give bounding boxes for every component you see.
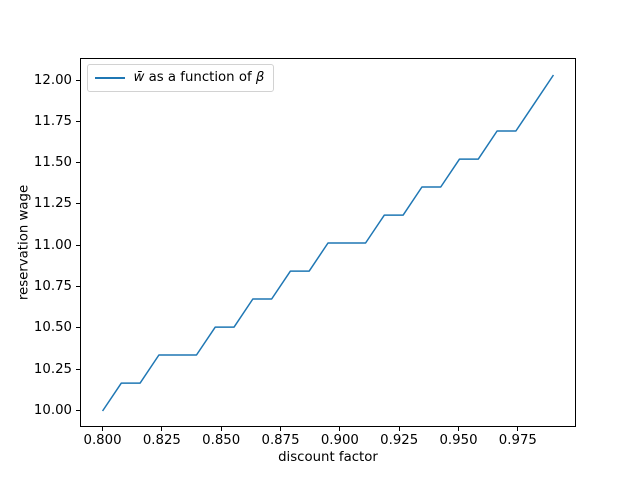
y-tick-mark [76, 203, 80, 205]
x-tick-label: 0.800 [83, 432, 122, 448]
x-tick-mark [458, 427, 460, 432]
x-tick-label: 0.975 [498, 432, 537, 448]
legend: w̄ as a function of β [86, 64, 275, 93]
y-tick-label: 11.25 [33, 196, 72, 212]
x-tick-mark [517, 427, 519, 432]
y-tick-label: 11.00 [33, 237, 72, 253]
y-tick-label: 10.50 [33, 320, 72, 336]
y-tick-mark [76, 79, 80, 81]
x-tick-label: 0.925 [380, 432, 419, 448]
y-tick-mark [76, 327, 80, 329]
x-tick-mark [280, 427, 282, 432]
plot-area: w̄ as a function of β [80, 57, 576, 428]
y-tick-label: 10.75 [33, 278, 72, 294]
x-tick-mark [161, 427, 163, 432]
y-tick-mark [76, 244, 80, 246]
legend-var-beta: β [255, 70, 265, 86]
legend-text: as a function of [144, 70, 256, 86]
legend-label: w̄ as a function of β [134, 71, 265, 84]
y-tick-label: 12.00 [33, 72, 72, 88]
y-tick-mark [76, 285, 80, 287]
x-tick-mark [339, 427, 341, 432]
legend-line-swatch [94, 77, 125, 80]
y-tick-label: 11.75 [33, 113, 72, 129]
x-tick-label: 0.950 [439, 432, 478, 448]
y-tick-mark [76, 120, 80, 122]
x-tick-label: 0.900 [320, 432, 359, 448]
x-tick-mark [220, 427, 222, 432]
x-tick-label: 0.850 [202, 432, 241, 448]
y-tick-label: 10.25 [33, 361, 72, 377]
y-tick-mark [76, 368, 80, 370]
y-tick-mark [76, 409, 80, 411]
x-tick-mark [102, 427, 104, 432]
legend-var-wbar: w̄ [133, 70, 145, 86]
x-tick-label: 0.875 [261, 432, 300, 448]
y-tick-label: 11.50 [33, 155, 72, 171]
x-axis-label: discount factor [278, 450, 378, 465]
x-tick-mark [398, 427, 400, 432]
line-chart-svg [101, 74, 555, 412]
x-tick-label: 0.825 [142, 432, 181, 448]
y-tick-label: 10.00 [33, 402, 72, 418]
reservation-wage-line [101, 74, 555, 412]
y-tick-mark [76, 162, 80, 164]
